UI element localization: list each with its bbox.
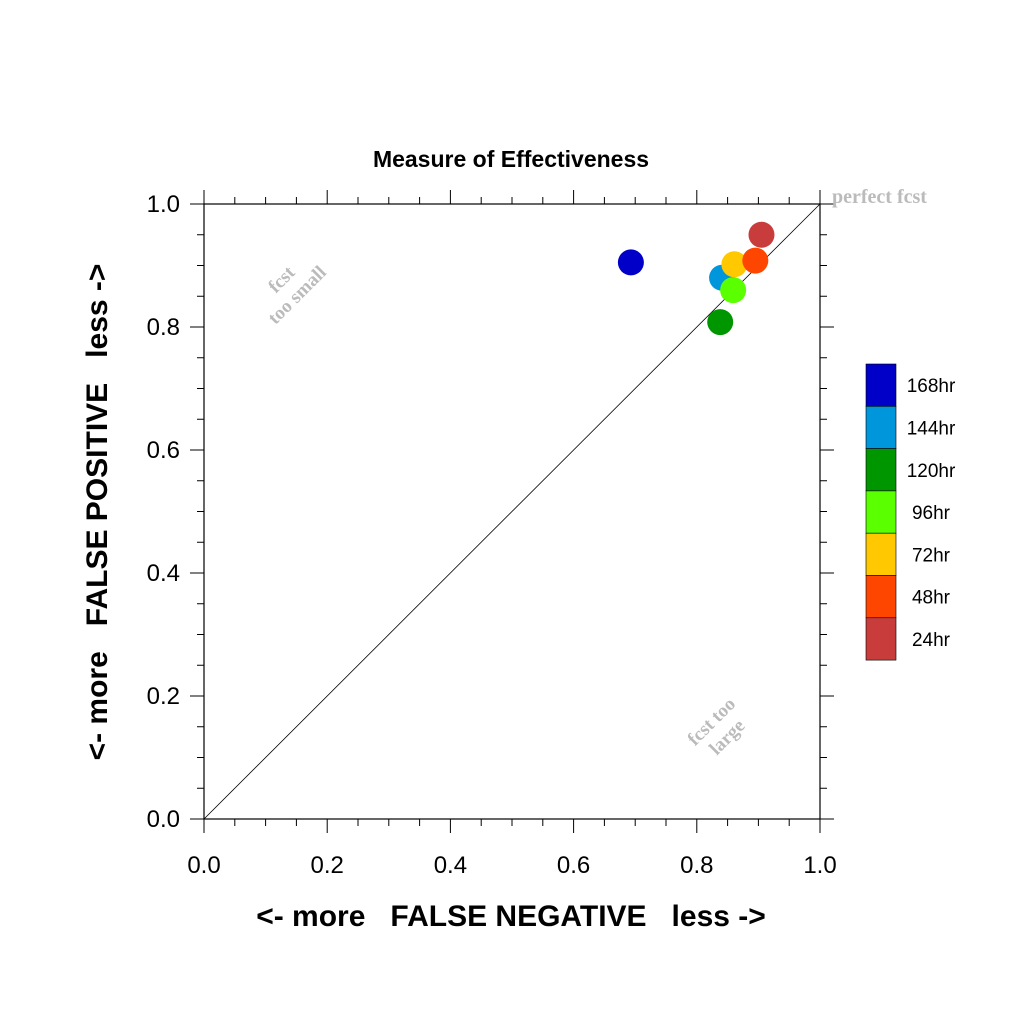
legend-swatch-48hr — [865, 575, 897, 619]
x-tick-label: 1.0 — [803, 852, 836, 879]
y-tick-label: 0.6 — [147, 437, 180, 464]
legend-swatch-144hr — [865, 405, 897, 449]
chart-title: Measure of Effectiveness — [373, 146, 649, 172]
x-tick-label: 0.8 — [680, 852, 713, 879]
point-120hr — [707, 309, 734, 336]
legend-swatch-96hr — [865, 490, 897, 534]
point-168hr — [617, 249, 644, 276]
legend-label-48hr: 48hr — [912, 588, 951, 609]
point-72hr — [721, 251, 748, 278]
legend-label-72hr: 72hr — [912, 545, 951, 566]
y-tick-label: 0.0 — [147, 806, 180, 833]
legend-label-24hr: 24hr — [912, 630, 951, 651]
annotation-perfect-fcst: perfect fcst — [832, 186, 927, 208]
x-axis-label: <- more FALSE NEGATIVE less -> — [256, 900, 766, 933]
data-points — [617, 221, 775, 336]
point-24hr — [748, 221, 775, 248]
y-axis-label: <- more FALSE POSITIVE less -> — [81, 264, 114, 761]
axis-ticks — [190, 190, 834, 833]
legend-swatch-168hr — [865, 363, 897, 407]
y-tick-label: 0.4 — [147, 560, 180, 587]
y-tick-label: 1.0 — [147, 191, 180, 218]
y-tick-label: 0.8 — [147, 314, 180, 341]
legend-swatch-24hr — [865, 617, 897, 661]
legend-label-96hr: 96hr — [912, 503, 951, 524]
x-tick-label: 0.0 — [187, 852, 220, 879]
y-tick-label: 0.2 — [147, 683, 180, 710]
point-48hr — [742, 247, 769, 274]
legend-swatch-72hr — [865, 532, 897, 576]
legend-label-168hr: 168hr — [907, 376, 956, 397]
tick-labels: 0.0 0.2 0.4 0.6 0.8 1.0 0.0 0.2 0.4 0.6 0.8 1.0 — [147, 191, 837, 879]
x-tick-label: 0.4 — [434, 852, 467, 879]
legend-swatch-120hr — [865, 448, 897, 492]
legend: 168hr 144hr 120hr 96hr 72hr 48hr 24hr — [865, 363, 956, 661]
legend-label-144hr: 144hr — [907, 418, 956, 439]
diagonal-line — [203, 203, 821, 820]
x-tick-label: 0.6 — [557, 852, 590, 879]
x-tick-label: 0.2 — [311, 852, 344, 879]
legend-label-120hr: 120hr — [907, 461, 956, 482]
point-96hr — [720, 277, 747, 304]
